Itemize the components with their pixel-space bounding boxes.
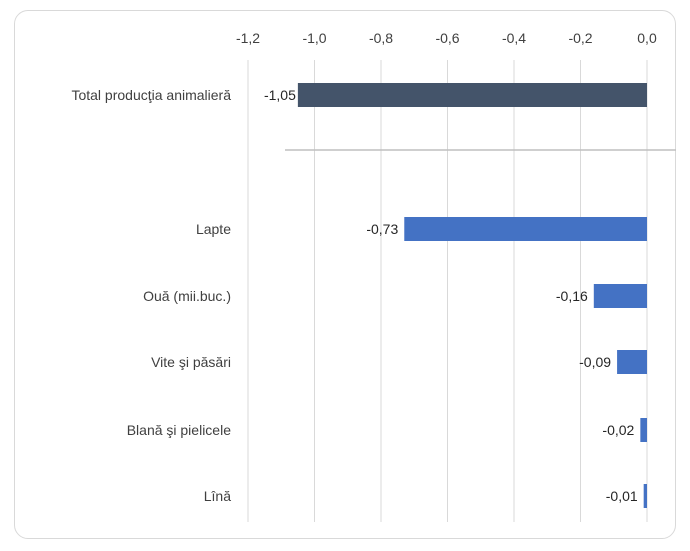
category-label: Lapte (196, 221, 231, 237)
bar (404, 217, 647, 241)
category-label: Lînă (204, 488, 231, 504)
gridlines (247, 60, 648, 522)
x-tick-label: 0,0 (637, 30, 657, 46)
x-tick-label: -0,8 (369, 30, 393, 46)
bar (617, 350, 647, 374)
bar (593, 284, 647, 308)
x-tick-label: -0,2 (568, 30, 592, 46)
x-axis-ticks: -1,2 -1,0 -0,8 -0,6 -0,4 -0,2 0,0 (236, 30, 657, 46)
data-label: -0,02 (602, 422, 634, 438)
bar (643, 484, 647, 508)
bar (297, 83, 647, 107)
data-label: -0,01 (606, 488, 638, 504)
category-label: Total producţia animalieră (71, 87, 231, 103)
data-label: -1,05 (264, 87, 296, 103)
x-tick-label: -0,6 (435, 30, 459, 46)
category-labels: Total producţia animalieră Lapte Ouă (mii.… (71, 87, 231, 504)
data-label: -0,16 (556, 288, 588, 304)
data-label: -0,09 (579, 354, 611, 370)
bars (297, 83, 647, 508)
category-label: Vite şi păsări (151, 354, 231, 370)
x-tick-label: -0,4 (502, 30, 526, 46)
category-label: Blană şi pielicele (127, 422, 231, 438)
category-label: Ouă (mii.buc.) (143, 288, 231, 304)
bar (640, 418, 647, 442)
data-label: -0,73 (366, 221, 398, 237)
x-tick-label: -1,2 (236, 30, 260, 46)
x-tick-label: -1,0 (302, 30, 326, 46)
data-labels: -1,05 -0,73 -0,16 -0,09 -0,02 -0,01 (264, 87, 638, 504)
